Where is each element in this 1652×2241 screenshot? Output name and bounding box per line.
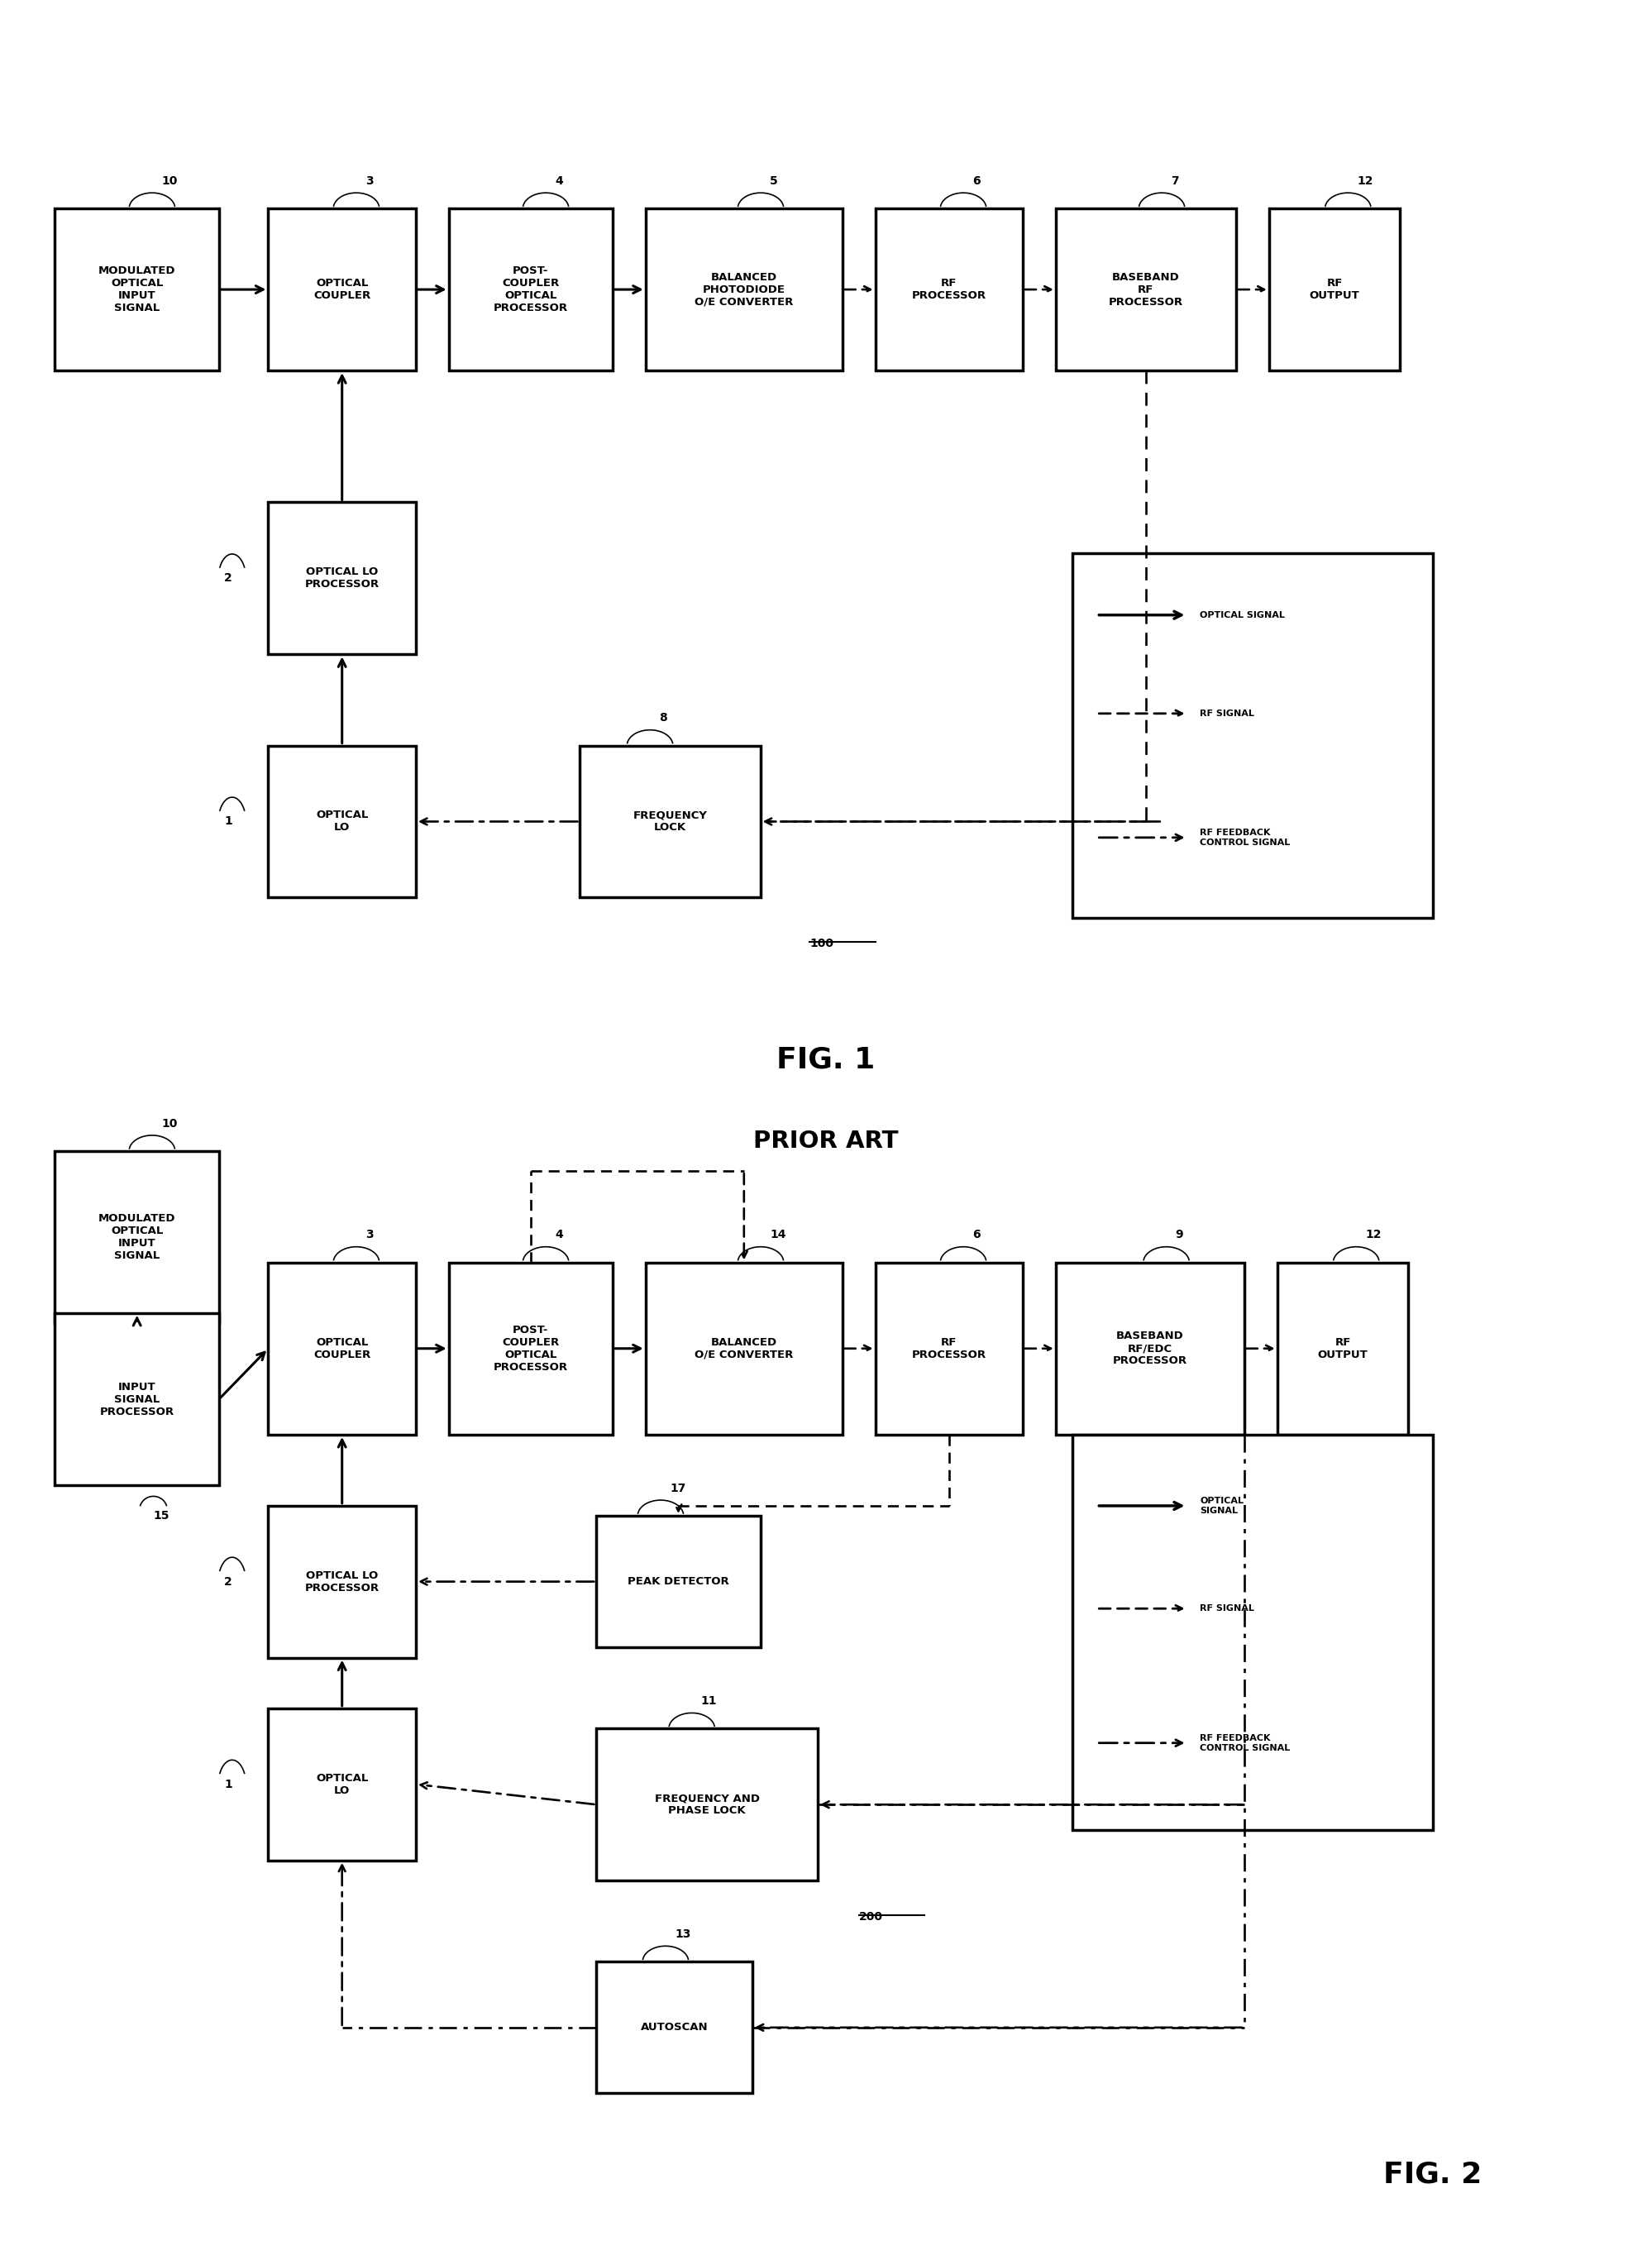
Text: OPTICAL
COUPLER: OPTICAL COUPLER	[314, 278, 370, 300]
Text: FIG. 2: FIG. 2	[1384, 2160, 1482, 2189]
FancyBboxPatch shape	[1072, 1434, 1432, 1831]
Text: 7: 7	[1171, 175, 1180, 186]
FancyBboxPatch shape	[596, 1961, 752, 2093]
Text: AUTOSCAN: AUTOSCAN	[641, 2021, 709, 2033]
Text: OPTICAL LO
PROCESSOR: OPTICAL LO PROCESSOR	[304, 567, 380, 589]
Text: RF
PROCESSOR: RF PROCESSOR	[912, 278, 986, 300]
Text: 11: 11	[700, 1694, 717, 1708]
Text: 12: 12	[1366, 1228, 1381, 1242]
Text: 8: 8	[659, 713, 667, 724]
Text: BASEBAND
RF
PROCESSOR: BASEBAND RF PROCESSOR	[1108, 271, 1183, 307]
Text: RF
OUTPUT: RF OUTPUT	[1318, 1338, 1368, 1360]
Text: 1: 1	[225, 816, 233, 827]
FancyBboxPatch shape	[55, 1313, 220, 1486]
Text: 3: 3	[365, 175, 373, 186]
Text: 9: 9	[1176, 1228, 1183, 1242]
Text: 3: 3	[365, 1228, 373, 1242]
FancyBboxPatch shape	[1277, 1262, 1409, 1434]
Text: RF
PROCESSOR: RF PROCESSOR	[912, 1338, 986, 1360]
Text: OPTICAL
COUPLER: OPTICAL COUPLER	[314, 1338, 370, 1360]
Text: 2: 2	[225, 1575, 233, 1587]
FancyBboxPatch shape	[646, 1262, 843, 1434]
Text: PRIOR ART: PRIOR ART	[753, 1129, 899, 1152]
Text: 4: 4	[555, 1228, 563, 1242]
Text: RF FEEDBACK
CONTROL SIGNAL: RF FEEDBACK CONTROL SIGNAL	[1199, 1735, 1290, 1752]
Text: MODULATED
OPTICAL
INPUT
SIGNAL: MODULATED OPTICAL INPUT SIGNAL	[99, 264, 175, 314]
Text: 13: 13	[674, 1927, 691, 1941]
FancyBboxPatch shape	[596, 1515, 760, 1647]
Text: OPTICAL
SIGNAL: OPTICAL SIGNAL	[1199, 1497, 1244, 1515]
FancyBboxPatch shape	[876, 1262, 1023, 1434]
Text: OPTICAL SIGNAL: OPTICAL SIGNAL	[1199, 612, 1285, 619]
FancyBboxPatch shape	[55, 1152, 220, 1322]
FancyBboxPatch shape	[1056, 1262, 1244, 1434]
Text: 6: 6	[973, 175, 980, 186]
Text: 10: 10	[162, 175, 177, 186]
FancyBboxPatch shape	[1056, 208, 1236, 370]
Text: 6: 6	[973, 1228, 980, 1242]
FancyBboxPatch shape	[268, 208, 416, 370]
Text: OPTICAL LO
PROCESSOR: OPTICAL LO PROCESSOR	[304, 1571, 380, 1593]
FancyBboxPatch shape	[268, 1506, 416, 1658]
Text: RF SIGNAL: RF SIGNAL	[1199, 710, 1254, 717]
Text: 2: 2	[225, 571, 233, 585]
FancyBboxPatch shape	[268, 1708, 416, 1860]
Text: FREQUENCY
LOCK: FREQUENCY LOCK	[633, 809, 707, 834]
FancyBboxPatch shape	[1269, 208, 1401, 370]
FancyBboxPatch shape	[268, 746, 416, 899]
Text: FREQUENCY AND
PHASE LOCK: FREQUENCY AND PHASE LOCK	[654, 1793, 760, 1815]
Text: BALANCED
PHOTODIODE
O/E CONVERTER: BALANCED PHOTODIODE O/E CONVERTER	[694, 271, 793, 307]
FancyBboxPatch shape	[596, 1728, 818, 1880]
Text: INPUT
SIGNAL
PROCESSOR: INPUT SIGNAL PROCESSOR	[99, 1380, 173, 1416]
FancyBboxPatch shape	[449, 1262, 613, 1434]
Text: MODULATED
OPTICAL
INPUT
SIGNAL: MODULATED OPTICAL INPUT SIGNAL	[99, 1212, 175, 1262]
Text: RF SIGNAL: RF SIGNAL	[1199, 1605, 1254, 1614]
Text: RF
OUTPUT: RF OUTPUT	[1310, 278, 1360, 300]
FancyBboxPatch shape	[646, 208, 843, 370]
FancyBboxPatch shape	[55, 208, 220, 370]
Text: RF FEEDBACK
CONTROL SIGNAL: RF FEEDBACK CONTROL SIGNAL	[1199, 829, 1290, 847]
Text: 10: 10	[162, 1118, 177, 1129]
Text: BASEBAND
RF/EDC
PROCESSOR: BASEBAND RF/EDC PROCESSOR	[1113, 1331, 1188, 1367]
Text: 15: 15	[154, 1510, 170, 1522]
Text: BALANCED
O/E CONVERTER: BALANCED O/E CONVERTER	[694, 1338, 793, 1360]
Text: FIG. 1: FIG. 1	[776, 1047, 876, 1073]
FancyBboxPatch shape	[268, 502, 416, 654]
Text: OPTICAL
LO: OPTICAL LO	[316, 1773, 368, 1795]
Text: 17: 17	[669, 1484, 686, 1495]
Text: 1: 1	[225, 1779, 233, 1791]
FancyBboxPatch shape	[876, 208, 1023, 370]
Text: POST-
COUPLER
OPTICAL
PROCESSOR: POST- COUPLER OPTICAL PROCESSOR	[494, 264, 568, 314]
Text: 100: 100	[809, 939, 834, 950]
Text: 200: 200	[859, 1912, 882, 1923]
FancyBboxPatch shape	[580, 746, 760, 899]
Text: 5: 5	[770, 175, 778, 186]
FancyBboxPatch shape	[268, 1262, 416, 1434]
Text: 4: 4	[555, 175, 563, 186]
FancyBboxPatch shape	[449, 208, 613, 370]
Text: OPTICAL
LO: OPTICAL LO	[316, 809, 368, 834]
Text: 12: 12	[1358, 175, 1373, 186]
Text: PEAK DETECTOR: PEAK DETECTOR	[628, 1575, 729, 1587]
Text: POST-
COUPLER
OPTICAL
PROCESSOR: POST- COUPLER OPTICAL PROCESSOR	[494, 1324, 568, 1371]
Text: 14: 14	[770, 1228, 786, 1242]
FancyBboxPatch shape	[1072, 554, 1432, 919]
